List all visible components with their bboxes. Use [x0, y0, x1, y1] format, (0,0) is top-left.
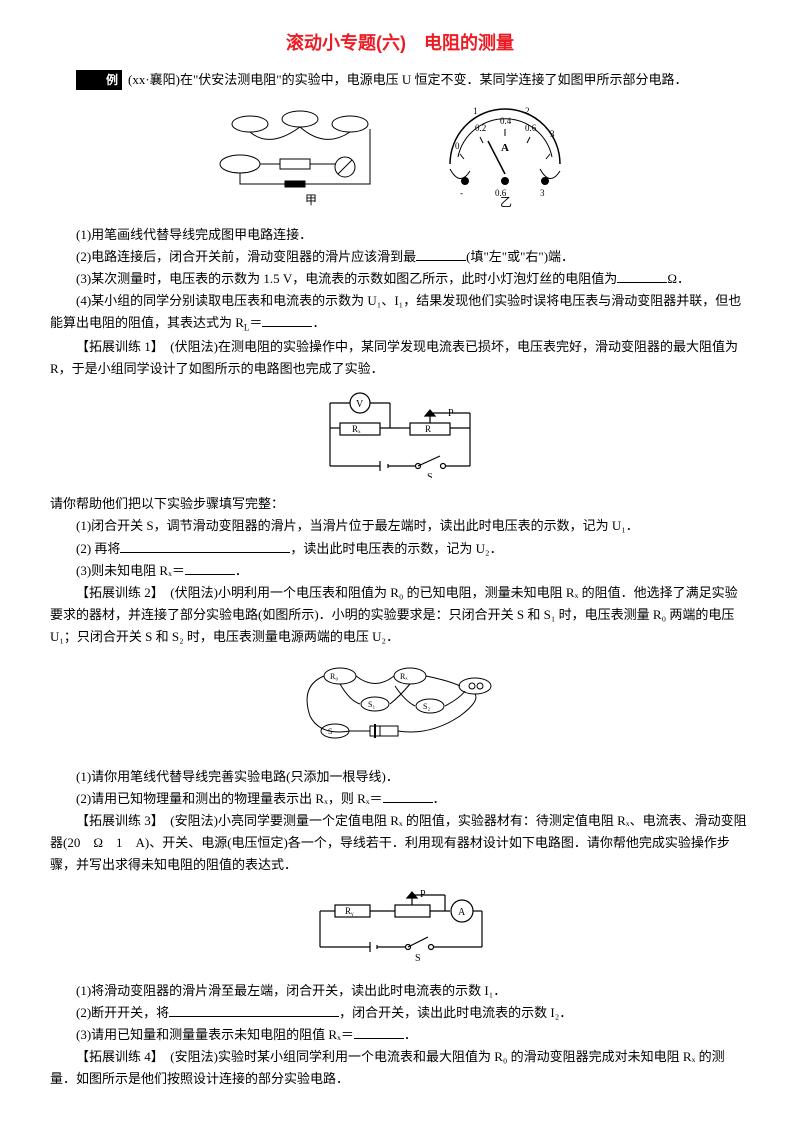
svg-text:A: A: [501, 142, 509, 154]
ext3-s3b: ．: [404, 1027, 417, 1042]
svg-text:R₀: R₀: [330, 672, 338, 681]
blank-q2: [416, 248, 466, 261]
svg-text:0.2: 0.2: [475, 123, 486, 133]
q3-text-a: (3)某次测量时，电压表的示数为 1.5 V，电流表的示数如图乙所示，此时小灯泡…: [76, 271, 617, 286]
ext3-s2b: ，闭合开关，读出此时电流表的示数 I₂．: [339, 1005, 572, 1020]
svg-text:Rₓ: Rₓ: [352, 424, 361, 434]
svg-text:S₂: S₂: [423, 702, 430, 711]
svg-text:R: R: [425, 424, 431, 434]
ext2-q2b: ．: [433, 791, 446, 806]
ext2-title: 【拓展训练 2】: [76, 585, 157, 600]
ext4-intro: 【拓展训练 4】 (安阻法)实验时某小组同学利用一个电流表和最大阻值为 R₀ 的…: [50, 1046, 750, 1090]
ext3-title: 【拓展训练 3】: [76, 813, 157, 828]
ext3-s3a: (3)请用已知量和测量量表示未知电阻的阻值 Rₓ＝: [76, 1027, 354, 1042]
ext2-intro: 【拓展训练 2】 (伏阻法)小明利用一个电压表和阻值为 R₀ 的已知电阻，测量未…: [50, 582, 750, 648]
ext1-s3a: (3)则未知电阻 Rₓ＝: [76, 563, 185, 578]
figure-1: 甲 0 0.2 0.4 0.6 1 2 3 A - 0.6 3 乙: [50, 99, 750, 216]
svg-text:Rᵧ: Rᵧ: [345, 906, 354, 917]
example-q1: (1)用笔画线代替导线完成图甲电路连接．: [50, 224, 750, 246]
svg-text:1: 1: [473, 106, 478, 116]
example-q2: (2)电路连接后，闭合开关前，滑动变阻器的滑片应该滑到最 (填"左"或"右")端．: [50, 246, 750, 268]
blank-ext1-s3: [185, 562, 235, 575]
svg-text:V: V: [356, 399, 364, 410]
figure-4: Rᵧ P A S: [50, 885, 750, 972]
label-jia: 甲: [305, 193, 317, 207]
circuit-ext3-icon: Rᵧ P A S: [320, 889, 482, 964]
ext1-title: 【拓展训练 1】: [76, 339, 157, 354]
figure-3: R₀ Rₓ S₁ S₂ S: [50, 656, 750, 758]
ext3-s3: (3)请用已知量和测量量表示未知电阻的阻值 Rₓ＝ ．: [50, 1024, 750, 1046]
svg-text:S: S: [427, 472, 433, 478]
svg-text:3: 3: [540, 188, 545, 198]
ext2-q1: (1)请你用笔线代替导线完善实验电路(只添加一根导线)．: [50, 766, 750, 788]
blank-q3: [617, 270, 667, 283]
svg-text:S₁: S₁: [368, 700, 375, 709]
svg-text:2: 2: [525, 106, 530, 116]
svg-text:0.6: 0.6: [525, 123, 537, 133]
svg-text:S: S: [415, 953, 421, 964]
example-q3: (3)某次测量时，电压表的示数为 1.5 V，电流表的示数如图乙所示，此时小灯泡…: [50, 268, 750, 290]
svg-text:0: 0: [455, 141, 460, 151]
ext1-s3: (3)则未知电阻 Rₓ＝ ．: [50, 560, 750, 582]
ammeter-yi-icon: 0 0.2 0.4 0.6 1 2 3 A - 0.6 3: [450, 106, 560, 198]
ext2-q2a: (2)请用已知物理量和测出的物理量表示出 Rₓ，则 Rₓ＝: [76, 791, 383, 806]
label-yi: 乙: [500, 195, 512, 209]
circuit-ext2-icon: R₀ Rₓ S₁ S₂ S: [307, 668, 491, 738]
circuit-ext1-icon: V Rₓ R P S: [330, 393, 470, 478]
figure-2: V Rₓ R P S: [50, 388, 750, 485]
q4-text-c: ．: [312, 315, 325, 330]
example-intro: 例 (xx·襄阳)在"伏安法测电阻"的实验中，电源电压 U 恒定不变．某同学连接了…: [50, 69, 750, 91]
ext4-title: 【拓展训练 4】: [76, 1049, 157, 1064]
example-marker: 例: [76, 70, 122, 90]
blank-q4: [262, 314, 312, 327]
q2-text-a: (2)电路连接后，闭合开关前，滑动变阻器的滑片应该滑到最: [76, 249, 416, 264]
ext1-s3b: ．: [235, 563, 248, 578]
circuit-jia-icon: [220, 111, 370, 187]
example-q4: (4)某小组的同学分别读取电压表和电流表的示数为 U₁、I₁，结果发现他们实验时…: [50, 290, 750, 336]
svg-text:A: A: [458, 907, 466, 918]
blank-ext1-s2: [120, 540, 290, 553]
q4-eq: ＝: [249, 315, 262, 330]
page-title: 滚动小专题(六) 电阻的测量: [50, 28, 750, 59]
svg-text:0.4: 0.4: [500, 116, 512, 126]
ext1-s2: (2) 再将 ，读出此时电压表的示数，记为 U₂．: [50, 538, 750, 560]
blank-ext2-q2: [383, 790, 433, 803]
example-intro-text: (xx·襄阳)在"伏安法测电阻"的实验中，电源电压 U 恒定不变．某同学连接了如…: [128, 72, 688, 87]
ext3-s2: (2)断开开关，将 ，闭合开关，读出此时电流表的示数 I₂．: [50, 1002, 750, 1024]
svg-text:3: 3: [550, 129, 555, 139]
ext3-intro: 【拓展训练 3】 (安阻法)小亮同学要测量一个定值电阻 Rₓ 的阻值，实验器材有…: [50, 810, 750, 876]
q3-text-b: Ω．: [667, 271, 690, 286]
blank-ext3-s2: [169, 1004, 339, 1017]
blank-ext3-s3: [354, 1026, 404, 1039]
ext3-s1: (1)将滑动变阻器的滑片滑至最左端，闭合开关，读出此时电流表的示数 I₁．: [50, 980, 750, 1002]
ext1-intro: 【拓展训练 1】 (伏阻法)在测电阻的实验操作中，某同学发现电流表已损坏，电压表…: [50, 336, 750, 380]
ext1-s2b: ，读出此时电压表的示数，记为 U₂．: [290, 541, 502, 556]
ext1-s1: (1)闭合开关 S，调节滑动变阻器的滑片，当滑片位于最左端时，读出此时电压表的示…: [50, 515, 750, 537]
ext3-s2a: (2)断开开关，将: [76, 1005, 169, 1020]
q2-text-b: (填"左"或"右")端．: [466, 249, 574, 264]
q4-text-a: (4)某小组的同学分别读取电压表和电流表的示数为 U₁、I₁，结果发现他们实验时…: [50, 293, 741, 330]
ext1-s2a: (2) 再将: [76, 541, 120, 556]
ext2-q2: (2)请用已知物理量和测出的物理量表示出 Rₓ，则 Rₓ＝ ．: [50, 788, 750, 810]
ext1-lead: 请你帮助他们把以下实验步骤填写完整：: [50, 493, 750, 515]
svg-text:Rₓ: Rₓ: [400, 672, 408, 681]
svg-text:-: -: [460, 188, 463, 198]
svg-text:S: S: [328, 727, 332, 736]
